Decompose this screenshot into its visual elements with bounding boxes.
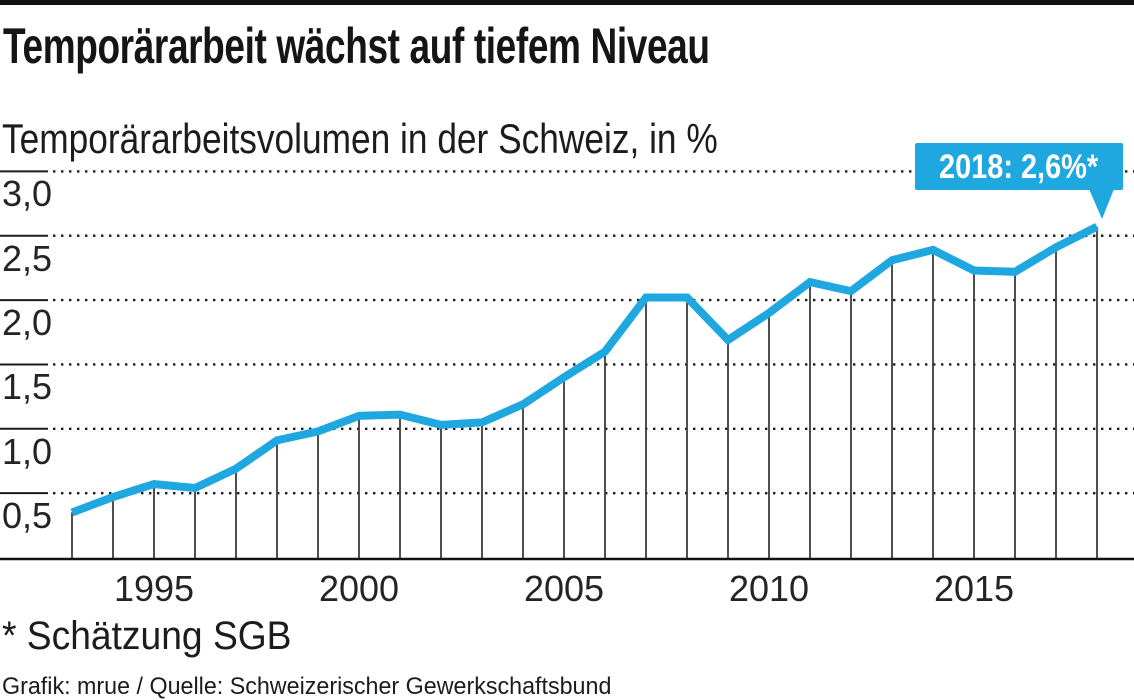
top-rule [0,0,1134,5]
gridlines [0,170,1134,495]
x-axis-label: 2010 [728,568,810,609]
annotation-label: 2018: 2,6%* [939,147,1099,186]
y-axis-label: 1,5 [2,366,53,408]
y-axis-label: 3,0 [2,173,53,215]
annotation-pointer [1089,189,1114,219]
series-line [70,223,1099,517]
x-axis-label: 1995 [113,568,195,609]
chart-subtitle: Temporärarbeitsvolumen in der Schweiz, i… [2,115,718,162]
year-drop-lines [71,226,1098,558]
y-axis-label: 1,0 [2,430,53,472]
x-axis-label: 2015 [933,568,1015,609]
x-axis-label: 2000 [318,568,400,609]
page-title: Temporärarbeit wächst auf tiefem Niveau [3,18,710,74]
y-axis-label: 0,5 [2,495,53,537]
y-axis-label: 2,0 [2,302,53,344]
x-axis-label: 2005 [523,568,605,609]
annotation-callout: 2018: 2,6%* [915,143,1123,190]
footnote: * Schätzung SGB [2,614,292,658]
y-axis-label: 2,5 [2,237,53,279]
credit-line: Grafik: mrue / Quelle: Schweizerischer G… [2,673,612,700]
